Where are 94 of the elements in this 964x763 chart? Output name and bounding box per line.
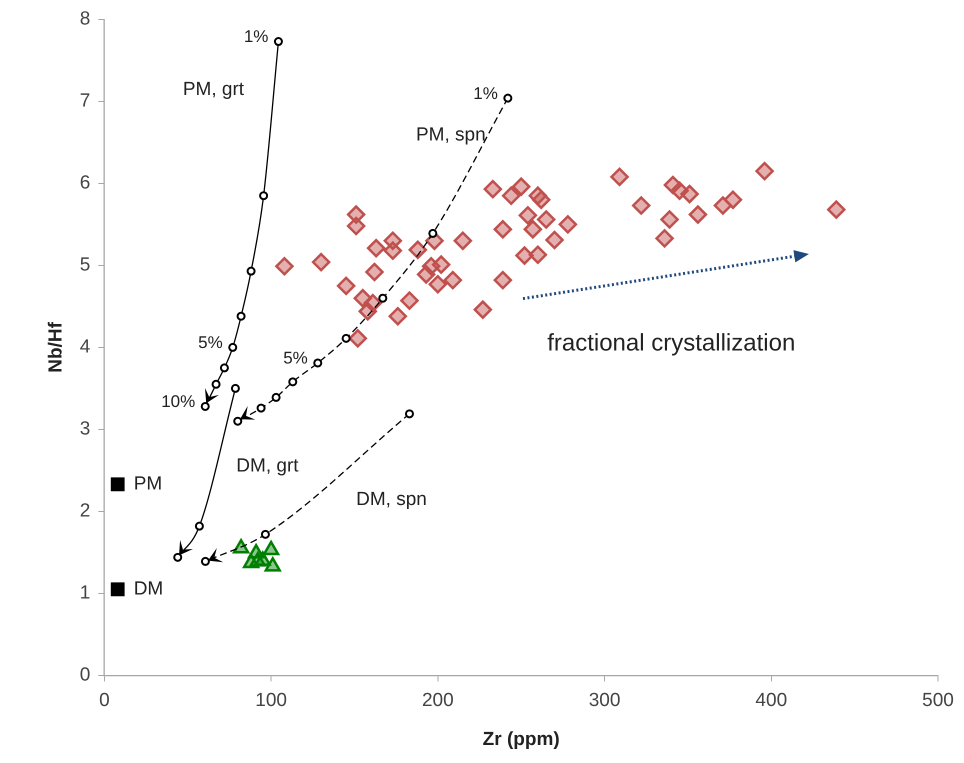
series-label: DM, spn <box>356 489 427 510</box>
point <box>272 392 281 402</box>
point <box>428 275 448 294</box>
point <box>365 262 384 282</box>
y-tick-label: 8 <box>80 8 90 30</box>
point <box>358 302 378 321</box>
point <box>755 162 774 180</box>
point <box>474 300 492 319</box>
point <box>110 582 125 596</box>
x-axis-title: Zr (ppm) <box>482 728 560 750</box>
point <box>827 200 846 219</box>
y-tick-label: 2 <box>80 500 90 522</box>
x-tick-label: 0 <box>99 690 110 712</box>
point <box>536 210 556 229</box>
point <box>384 241 402 260</box>
point <box>230 384 240 393</box>
point <box>228 342 238 352</box>
point <box>212 380 221 389</box>
point <box>494 270 512 290</box>
point <box>236 312 246 321</box>
point <box>428 228 438 238</box>
point <box>532 190 550 210</box>
point <box>610 168 629 186</box>
series-label: PM, spn <box>416 124 486 146</box>
point <box>528 245 548 264</box>
x-tick-label: 500 <box>922 690 954 712</box>
point <box>494 220 512 239</box>
point <box>173 552 182 562</box>
point <box>502 186 520 205</box>
point <box>233 416 242 426</box>
point <box>688 205 708 224</box>
y-tick-label: 6 <box>80 172 90 194</box>
series-label: DM <box>134 578 164 600</box>
point <box>512 177 530 196</box>
point <box>444 270 462 290</box>
point <box>200 402 210 411</box>
point <box>336 276 356 296</box>
annotation: 1% <box>244 27 268 46</box>
y-tick-label: 0 <box>80 664 90 686</box>
point <box>246 266 256 276</box>
point <box>348 329 368 348</box>
annotation: fractional crystallization <box>547 330 796 357</box>
series-label: PM <box>134 474 162 495</box>
point <box>660 210 679 229</box>
series-label: PM, grt <box>182 78 245 100</box>
point <box>274 37 283 46</box>
x-tick-label: 200 <box>422 690 454 712</box>
point <box>454 232 472 250</box>
point <box>680 184 699 204</box>
point <box>275 256 294 276</box>
y-tick-label: 5 <box>80 254 90 276</box>
y-tick-label: 4 <box>80 336 91 358</box>
x-tick-label: 400 <box>755 690 788 712</box>
point <box>220 363 229 372</box>
point <box>416 265 436 284</box>
point <box>346 205 366 224</box>
series-label: DM, grt <box>236 456 300 477</box>
point <box>408 240 428 260</box>
point <box>259 191 268 200</box>
point <box>432 255 450 274</box>
point <box>194 522 204 531</box>
point <box>288 377 298 386</box>
point <box>484 180 502 198</box>
y-axis-title: Nb/Hf <box>46 321 67 373</box>
point <box>515 246 534 265</box>
point <box>388 306 408 326</box>
point <box>400 291 419 310</box>
point <box>524 220 542 239</box>
point <box>558 215 578 234</box>
point <box>404 409 414 418</box>
point <box>312 252 330 272</box>
point <box>545 230 564 250</box>
point <box>342 334 351 343</box>
point <box>724 190 742 210</box>
point <box>518 206 538 225</box>
point <box>632 196 650 215</box>
point <box>256 404 266 413</box>
y-tick-label: 7 <box>80 90 90 112</box>
y-tick-label: 3 <box>80 418 90 440</box>
point <box>655 229 674 248</box>
point <box>313 358 322 368</box>
annotation: 10% <box>161 392 196 412</box>
point <box>200 556 210 566</box>
x-tick-label: 100 <box>255 690 287 712</box>
point <box>378 294 388 303</box>
point <box>110 477 125 492</box>
point <box>503 94 512 103</box>
x-tick-label: 300 <box>588 690 620 712</box>
point <box>366 238 386 258</box>
point <box>260 530 270 539</box>
annotation: 5% <box>283 348 308 368</box>
annotation: 5% <box>198 333 223 352</box>
y-tick-label: 1 <box>80 582 90 604</box>
annotation: 1% <box>473 84 498 103</box>
